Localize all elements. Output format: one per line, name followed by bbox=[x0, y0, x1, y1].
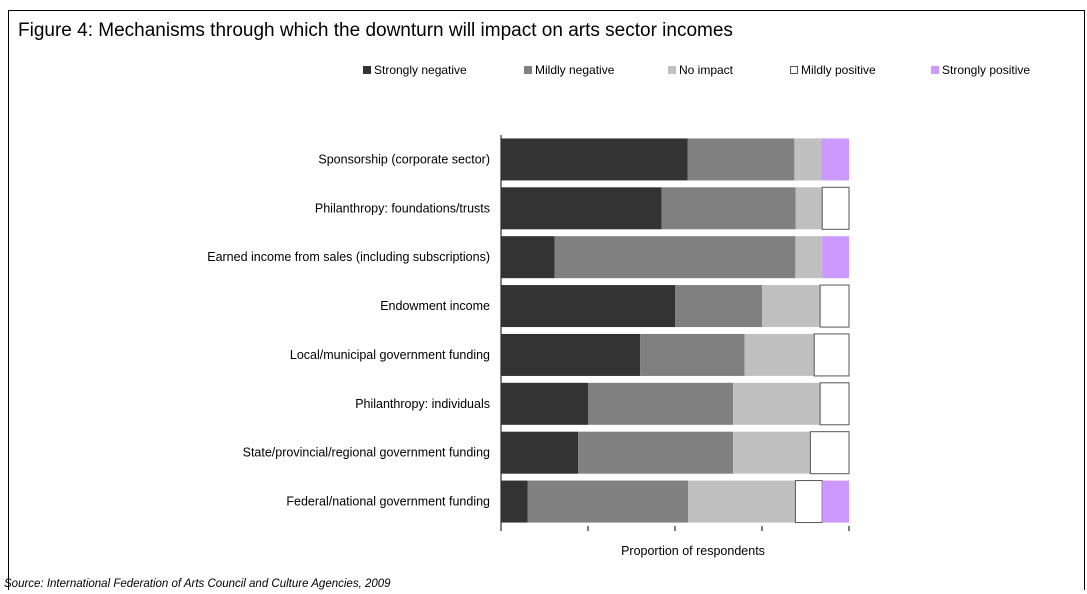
category-label: State/provincial/regional government fun… bbox=[243, 446, 490, 460]
bar-segment bbox=[762, 285, 821, 328]
bar-segment bbox=[687, 138, 795, 181]
category-label: Federal/national government funding bbox=[286, 495, 490, 509]
legend-label: Strongly negative bbox=[374, 63, 467, 77]
figure-source: Source: International Federation of Arts… bbox=[4, 578, 391, 590]
legend-item: Strongly positive bbox=[931, 63, 1030, 77]
category-label: Philanthropy: foundations/trusts bbox=[315, 201, 490, 215]
bar-segment bbox=[819, 382, 850, 426]
bar-segment bbox=[501, 285, 675, 328]
legend-item: Mildly negative bbox=[524, 63, 614, 77]
bar-segment bbox=[819, 284, 850, 328]
bar-segment bbox=[809, 431, 850, 475]
x-axis-label: Proportion of respondents bbox=[621, 544, 765, 558]
bar-segment bbox=[822, 236, 849, 279]
category-label: Philanthropy: individuals bbox=[355, 397, 490, 411]
legend-label: Strongly positive bbox=[942, 63, 1031, 77]
bar-segment bbox=[501, 138, 688, 181]
bar-segment bbox=[813, 333, 850, 377]
legend-label: Mildly negative bbox=[535, 63, 615, 77]
bar-segment bbox=[733, 382, 821, 425]
bar-segment bbox=[501, 236, 555, 279]
bar-segment bbox=[795, 236, 823, 279]
bar-segment bbox=[822, 480, 849, 523]
legend-swatch bbox=[931, 66, 939, 74]
legend-label: No impact bbox=[679, 63, 734, 77]
bar-segment bbox=[501, 187, 662, 230]
category-label: Endowment income bbox=[380, 299, 490, 313]
bar-segment bbox=[733, 431, 811, 474]
bar-segment bbox=[675, 285, 762, 328]
bar-segment bbox=[661, 187, 796, 230]
legend-label: Mildly positive bbox=[801, 63, 876, 77]
legend-swatch bbox=[524, 66, 532, 74]
legend-item: No impact bbox=[668, 63, 733, 77]
bar-segment bbox=[821, 186, 850, 230]
legend-item: Mildly positive bbox=[790, 63, 876, 77]
bar-segment bbox=[794, 138, 822, 181]
category-label: Sponsorship (corporate sector) bbox=[318, 152, 490, 166]
bar-segment bbox=[501, 480, 528, 523]
bar-segment bbox=[688, 480, 796, 523]
bar-segment bbox=[554, 236, 796, 279]
bar-segment bbox=[744, 333, 815, 376]
bar-segment bbox=[821, 138, 849, 181]
legend-swatch bbox=[790, 66, 798, 74]
bar-segment bbox=[527, 480, 689, 523]
bar-segment bbox=[501, 431, 579, 474]
legend-item: Strongly negative bbox=[363, 63, 467, 77]
bar-segment bbox=[795, 187, 823, 230]
category-label: Local/municipal government funding bbox=[290, 348, 490, 362]
bar-segment bbox=[501, 333, 641, 376]
figure-frame bbox=[8, 10, 1085, 590]
bar-segment bbox=[588, 382, 734, 425]
bar-segment bbox=[578, 431, 734, 474]
figure-title: Figure 4: Mechanisms through which the d… bbox=[18, 20, 733, 41]
legend-swatch bbox=[668, 66, 676, 74]
bar-segment bbox=[640, 333, 745, 376]
bar-segment bbox=[794, 480, 823, 524]
category-label: Earned income from sales (including subs… bbox=[207, 250, 490, 264]
legend-swatch bbox=[363, 66, 371, 74]
bar-segment bbox=[501, 382, 588, 425]
